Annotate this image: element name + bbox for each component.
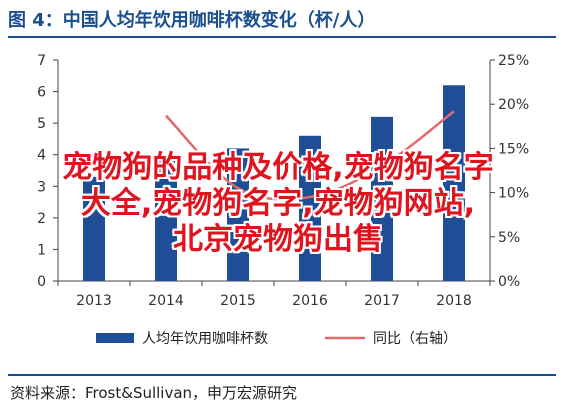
y-right-tick-label: 0% (498, 274, 520, 290)
y-left-tick-label: 7 (37, 53, 46, 69)
y-left-tick-label: 2 (37, 211, 46, 227)
y-left-tick-label: 0 (37, 274, 46, 290)
x-tick-label: 2014 (148, 293, 184, 309)
bar-2018 (443, 85, 465, 281)
bar-2013 (83, 176, 105, 281)
y-right-tick-label: 15% (498, 141, 529, 157)
y-left-tick-label: 3 (37, 179, 46, 195)
bar-2015 (227, 148, 249, 281)
watermark-line-1: 宠物狗的品种及价格,宠物狗名字 (62, 150, 494, 185)
x-tick-label: 2018 (436, 293, 472, 309)
x-tick-label: 2013 (76, 293, 112, 309)
y-right-tick-label: 25% (498, 53, 529, 69)
figure-title: 图 4：中国人均年饮用咖啡杯数变化（杯/人） (8, 10, 376, 31)
source-divider (8, 374, 556, 376)
x-tick-label: 2017 (364, 293, 400, 309)
y-left-tick-label: 6 (37, 85, 46, 101)
yoy-growth-line (165, 110, 455, 201)
source-note: 资料来源：Frost&Sullivan，申万宏源研究 (10, 384, 298, 402)
watermark-line-3: 北京宠物狗出售 (173, 222, 383, 257)
bar-series (83, 85, 465, 281)
y-left-tick-label: 4 (37, 148, 46, 164)
title-divider (8, 36, 556, 38)
y-right-tick-label: 10% (498, 186, 529, 202)
y-left-tick-label: 5 (37, 116, 46, 132)
y-right-tick-label: 5% (498, 230, 520, 246)
bar-2016 (299, 135, 321, 281)
chart-axes: 0 1 2 3 4 5 6 7 0% 5% 10% 15% 20% 25% 2013 2014 2015 2016… (37, 53, 529, 309)
x-tick-label: 2016 (292, 293, 328, 309)
watermark-line-2: 大全,宠物狗名字,宠物狗网站, (80, 186, 476, 221)
watermark-overlay: 宠物狗的品种及价格,宠物狗名字 大全,宠物狗名字,宠物狗网站, 北京宠物狗出售 (18, 150, 538, 258)
legend-line-label: 同比（右轴） (373, 331, 457, 347)
bar-2014 (155, 161, 177, 281)
y-left-tick-label: 1 (37, 242, 46, 258)
chart-legend: 人均年饮用咖啡杯数 同比（右轴） (96, 331, 457, 347)
bar-2017 (371, 116, 393, 281)
y-right-tick-label: 20% (498, 97, 529, 113)
legend-bar-swatch (96, 333, 134, 343)
legend-bar-label: 人均年饮用咖啡杯数 (142, 331, 268, 347)
x-tick-label: 2015 (220, 293, 256, 309)
line-series (165, 110, 455, 201)
